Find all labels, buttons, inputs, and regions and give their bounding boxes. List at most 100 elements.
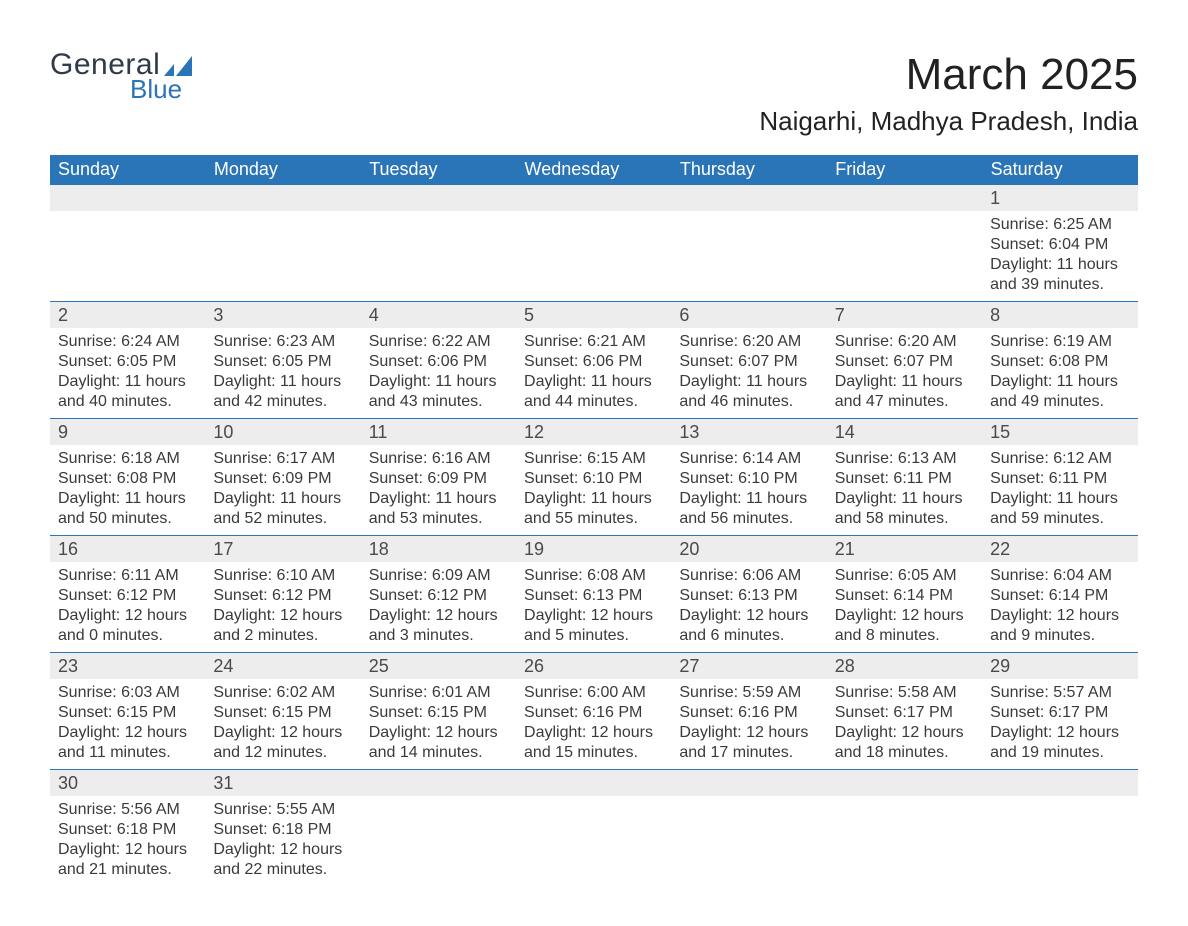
calendar-week-daynum-row: 2345678 [50,302,1138,329]
sunset-line: Sunset: 6:08 PM [990,352,1129,372]
calendar-day-number: 19 [516,536,671,563]
calendar-week-daynum-row: 9101112131415 [50,419,1138,446]
calendar-day-details: Sunrise: 6:25 AMSunset: 6:04 PMDaylight:… [982,211,1137,302]
daylight-line: Daylight: 11 hours and 53 minutes. [369,489,508,529]
calendar-day-number: 29 [982,653,1137,680]
sunrise-line: Sunrise: 6:00 AM [524,683,663,703]
sunrise-line: Sunrise: 6:11 AM [58,566,197,586]
calendar-empty-cell [516,796,671,886]
calendar-empty-cell [50,211,205,302]
daylight-line: Daylight: 12 hours and 17 minutes. [679,723,818,763]
sunset-line: Sunset: 6:09 PM [213,469,352,489]
daylight-line: Daylight: 12 hours and 11 minutes. [58,723,197,763]
logo: General Blue [50,50,192,102]
weekday-header-row: Sunday Monday Tuesday Wednesday Thursday… [50,155,1138,185]
calendar-day-number: 13 [671,419,826,446]
calendar-week-daynum-row: 3031 [50,770,1138,797]
calendar-day-number: 5 [516,302,671,329]
calendar-day-details: Sunrise: 6:08 AMSunset: 6:13 PMDaylight:… [516,562,671,653]
sunrise-line: Sunrise: 6:03 AM [58,683,197,703]
sunset-line: Sunset: 6:05 PM [58,352,197,372]
location-subtitle: Naigarhi, Madhya Pradesh, India [759,106,1138,137]
calendar-empty-cell [827,796,982,886]
sunset-line: Sunset: 6:13 PM [679,586,818,606]
daylight-line: Daylight: 12 hours and 19 minutes. [990,723,1129,763]
sunrise-line: Sunrise: 6:19 AM [990,332,1129,352]
daylight-line: Daylight: 11 hours and 47 minutes. [835,372,974,412]
calendar-empty-cell [982,796,1137,886]
calendar-empty-cell [827,211,982,302]
calendar-empty-cell [205,185,360,212]
sunrise-line: Sunrise: 6:18 AM [58,449,197,469]
calendar-day-details: Sunrise: 5:55 AMSunset: 6:18 PMDaylight:… [205,796,360,886]
weekday-header: Sunday [50,155,205,185]
calendar-day-number: 6 [671,302,826,329]
sunset-line: Sunset: 6:06 PM [524,352,663,372]
sunset-line: Sunset: 6:12 PM [58,586,197,606]
calendar-day-details: Sunrise: 6:09 AMSunset: 6:12 PMDaylight:… [361,562,516,653]
calendar-empty-cell [50,185,205,212]
calendar-day-number: 20 [671,536,826,563]
sunset-line: Sunset: 6:12 PM [213,586,352,606]
sunrise-line: Sunrise: 6:25 AM [990,215,1129,235]
calendar-day-details: Sunrise: 6:04 AMSunset: 6:14 PMDaylight:… [982,562,1137,653]
sunrise-line: Sunrise: 6:23 AM [213,332,352,352]
daylight-line: Daylight: 12 hours and 0 minutes. [58,606,197,646]
daylight-line: Daylight: 11 hours and 43 minutes. [369,372,508,412]
calendar-week-details-row: Sunrise: 6:18 AMSunset: 6:08 PMDaylight:… [50,445,1138,536]
sunrise-line: Sunrise: 6:22 AM [369,332,508,352]
daylight-line: Daylight: 11 hours and 40 minutes. [58,372,197,412]
calendar-day-number: 22 [982,536,1137,563]
daylight-line: Daylight: 12 hours and 12 minutes. [213,723,352,763]
calendar-day-details: Sunrise: 6:20 AMSunset: 6:07 PMDaylight:… [671,328,826,419]
sunset-line: Sunset: 6:15 PM [213,703,352,723]
calendar-day-details: Sunrise: 6:14 AMSunset: 6:10 PMDaylight:… [671,445,826,536]
calendar-day-details: Sunrise: 6:17 AMSunset: 6:09 PMDaylight:… [205,445,360,536]
calendar-empty-cell [982,770,1137,797]
sunrise-line: Sunrise: 6:04 AM [990,566,1129,586]
calendar-day-details: Sunrise: 6:21 AMSunset: 6:06 PMDaylight:… [516,328,671,419]
sunrise-line: Sunrise: 6:08 AM [524,566,663,586]
sunrise-line: Sunrise: 6:20 AM [679,332,818,352]
calendar-week-daynum-row: 1 [50,185,1138,212]
sunrise-line: Sunrise: 6:20 AM [835,332,974,352]
calendar-day-details: Sunrise: 6:10 AMSunset: 6:12 PMDaylight:… [205,562,360,653]
daylight-line: Daylight: 11 hours and 42 minutes. [213,372,352,412]
calendar-day-details: Sunrise: 5:58 AMSunset: 6:17 PMDaylight:… [827,679,982,770]
sunrise-line: Sunrise: 5:59 AM [679,683,818,703]
calendar-day-details: Sunrise: 6:13 AMSunset: 6:11 PMDaylight:… [827,445,982,536]
logo-text-blue: Blue [130,76,192,102]
calendar-empty-cell [361,770,516,797]
calendar-day-number: 18 [361,536,516,563]
calendar-week-details-row: Sunrise: 6:24 AMSunset: 6:05 PMDaylight:… [50,328,1138,419]
daylight-line: Daylight: 12 hours and 2 minutes. [213,606,352,646]
sunrise-line: Sunrise: 6:17 AM [213,449,352,469]
calendar-day-number: 24 [205,653,360,680]
calendar-day-details: Sunrise: 6:12 AMSunset: 6:11 PMDaylight:… [982,445,1137,536]
calendar-week-details-row: Sunrise: 5:56 AMSunset: 6:18 PMDaylight:… [50,796,1138,886]
calendar-day-number: 27 [671,653,826,680]
sunset-line: Sunset: 6:09 PM [369,469,508,489]
calendar-day-details: Sunrise: 6:06 AMSunset: 6:13 PMDaylight:… [671,562,826,653]
calendar-day-details: Sunrise: 5:57 AMSunset: 6:17 PMDaylight:… [982,679,1137,770]
calendar-day-number: 2 [50,302,205,329]
calendar-day-details: Sunrise: 6:24 AMSunset: 6:05 PMDaylight:… [50,328,205,419]
calendar-day-number: 30 [50,770,205,797]
calendar-empty-cell [516,211,671,302]
daylight-line: Daylight: 12 hours and 9 minutes. [990,606,1129,646]
calendar-day-details: Sunrise: 6:19 AMSunset: 6:08 PMDaylight:… [982,328,1137,419]
sunset-line: Sunset: 6:17 PM [835,703,974,723]
daylight-line: Daylight: 12 hours and 22 minutes. [213,840,352,880]
calendar-day-number: 10 [205,419,360,446]
sunrise-line: Sunrise: 6:01 AM [369,683,508,703]
calendar-empty-cell [516,185,671,212]
sunset-line: Sunset: 6:16 PM [524,703,663,723]
daylight-line: Daylight: 12 hours and 18 minutes. [835,723,974,763]
calendar-empty-cell [671,770,826,797]
page-title: March 2025 [759,50,1138,100]
sunset-line: Sunset: 6:04 PM [990,235,1129,255]
header: General Blue March 2025 Naigarhi, Madhya… [50,50,1138,137]
sunrise-line: Sunrise: 6:24 AM [58,332,197,352]
calendar-day-number: 25 [361,653,516,680]
sunrise-line: Sunrise: 5:56 AM [58,800,197,820]
